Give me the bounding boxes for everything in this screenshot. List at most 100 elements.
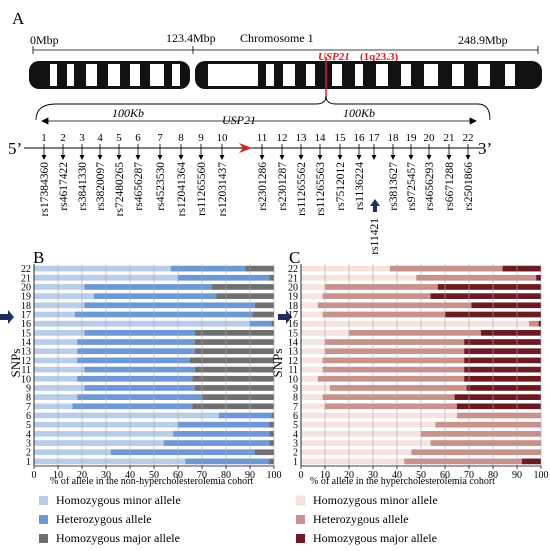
x-tick-label: 80	[488, 470, 498, 481]
legend-label-minor: Homozygous minor allele	[313, 493, 438, 507]
bar-segment	[389, 265, 503, 272]
chromosome-name: Chromosome 1	[240, 31, 314, 45]
bar-segment	[464, 348, 541, 355]
snp-tick-arrowhead	[135, 155, 141, 160]
bar-segment	[301, 302, 318, 309]
bar-segment	[84, 284, 212, 290]
snp-id-label: rs11265563	[315, 162, 327, 216]
bar-segment	[72, 403, 193, 410]
snp-tick-arrowhead	[390, 155, 396, 160]
chromosome-scale	[32, 46, 539, 54]
y-tick-label: 17	[288, 310, 298, 321]
bar-segment	[464, 366, 541, 373]
bar-segment	[250, 320, 272, 327]
snp-id-label: rs72480265	[114, 162, 126, 217]
snp-number: 14	[315, 132, 327, 144]
y-tick-label: 1	[293, 457, 298, 468]
y-tick-label: 22	[288, 264, 298, 275]
bar-segment	[84, 302, 255, 309]
bar-segment	[178, 421, 270, 428]
snp-number: 1	[41, 132, 47, 144]
snp-number: 12	[277, 132, 288, 144]
panel-a-letter: A	[12, 9, 25, 28]
x-tick-label: 30	[101, 470, 111, 481]
snp-number: 4	[97, 132, 103, 144]
snp-id-label: rs7512012	[335, 162, 347, 211]
bar-segment	[77, 339, 195, 345]
bar-segment	[194, 385, 274, 391]
snp-id-label: rs3820097	[95, 162, 107, 211]
bar-segment	[301, 320, 529, 327]
legend-swatch-major	[296, 534, 305, 543]
snp-number: 9	[198, 132, 204, 144]
bar-segment	[34, 458, 186, 465]
bar-segment	[329, 385, 467, 391]
bar-segment	[34, 449, 111, 456]
panel-b-xlabel: % of allele in the non-hypercholesterole…	[50, 476, 253, 487]
bar-segment	[301, 357, 323, 364]
snp-id-label: rs3841330	[77, 162, 89, 211]
bar-segment	[194, 348, 274, 355]
bar-segment	[301, 394, 323, 400]
zoom-brace	[35, 95, 491, 121]
x-tick-label: 20	[77, 470, 87, 481]
chromosome-center-label: 123.4Mbp	[166, 31, 216, 45]
bar-segment	[317, 375, 465, 382]
bar-segment	[301, 440, 431, 446]
bar-segment	[325, 348, 465, 355]
bar-segment	[301, 366, 323, 373]
legend-swatch-minor	[39, 496, 48, 505]
y-tick-label: 8	[26, 393, 31, 404]
bar-segment	[34, 330, 85, 336]
snp-tick-arrowhead	[356, 155, 362, 160]
y-tick-label: 13	[288, 347, 298, 358]
bar-segment	[77, 348, 195, 355]
y-tick-label: 7	[293, 402, 298, 413]
snp-number: 16	[354, 132, 366, 144]
legend-label-major: Homozygous major allele	[56, 531, 180, 545]
y-tick-label: 4	[293, 429, 298, 440]
bar-segment	[194, 366, 274, 373]
y-tick-label: 9	[26, 383, 31, 394]
snp-tick-arrowhead	[116, 155, 122, 160]
snp-id-label: rs4523530	[155, 162, 167, 211]
bar-segment	[457, 403, 541, 410]
y-tick-label: 14	[21, 338, 31, 349]
bar-segment	[34, 293, 94, 299]
bar-segment	[325, 403, 457, 410]
panel-c-ylabel: SNPs	[270, 349, 285, 378]
bar-segment	[194, 339, 274, 345]
bar-segment	[34, 366, 85, 373]
snp-id-label: rs11265560	[196, 162, 208, 216]
snp-tick-arrowhead	[317, 155, 323, 160]
snp-tick-arrowhead	[259, 155, 265, 160]
x-tick-label: 0	[299, 470, 304, 481]
bar-segment	[170, 265, 246, 272]
bar-segment	[301, 385, 330, 391]
snp-number: 11	[257, 132, 268, 144]
bar-segment	[34, 394, 78, 400]
snp-tick-arrowhead	[41, 155, 47, 160]
snp-tick-arrowhead	[298, 155, 304, 160]
bar-segment	[269, 274, 274, 281]
legend-label-heterozygous: Heterozygous allele	[56, 512, 152, 526]
y-tick-label: 14	[288, 338, 298, 349]
y-tick-label: 13	[21, 347, 31, 358]
snp-tick-arrowhead	[178, 155, 184, 160]
y-tick-label: 17	[21, 310, 31, 321]
legend-label-minor: Homozygous minor allele	[56, 493, 181, 507]
five-prime-label: 5’	[8, 139, 22, 158]
bar-segment	[322, 357, 465, 364]
bar-segment	[325, 339, 465, 345]
y-tick-label: 16	[21, 319, 31, 330]
bar-segment	[301, 311, 323, 318]
legend-swatch-minor	[295, 495, 306, 506]
y-tick-label: 18	[21, 301, 31, 312]
bar-segment	[521, 458, 541, 465]
bar-segment	[34, 284, 85, 290]
legend-label-heterozygous: Heterozygous allele	[313, 512, 409, 526]
bar-segment	[301, 339, 325, 345]
snp-id-label: rs4656287	[133, 162, 145, 211]
bar-segment	[34, 412, 219, 419]
